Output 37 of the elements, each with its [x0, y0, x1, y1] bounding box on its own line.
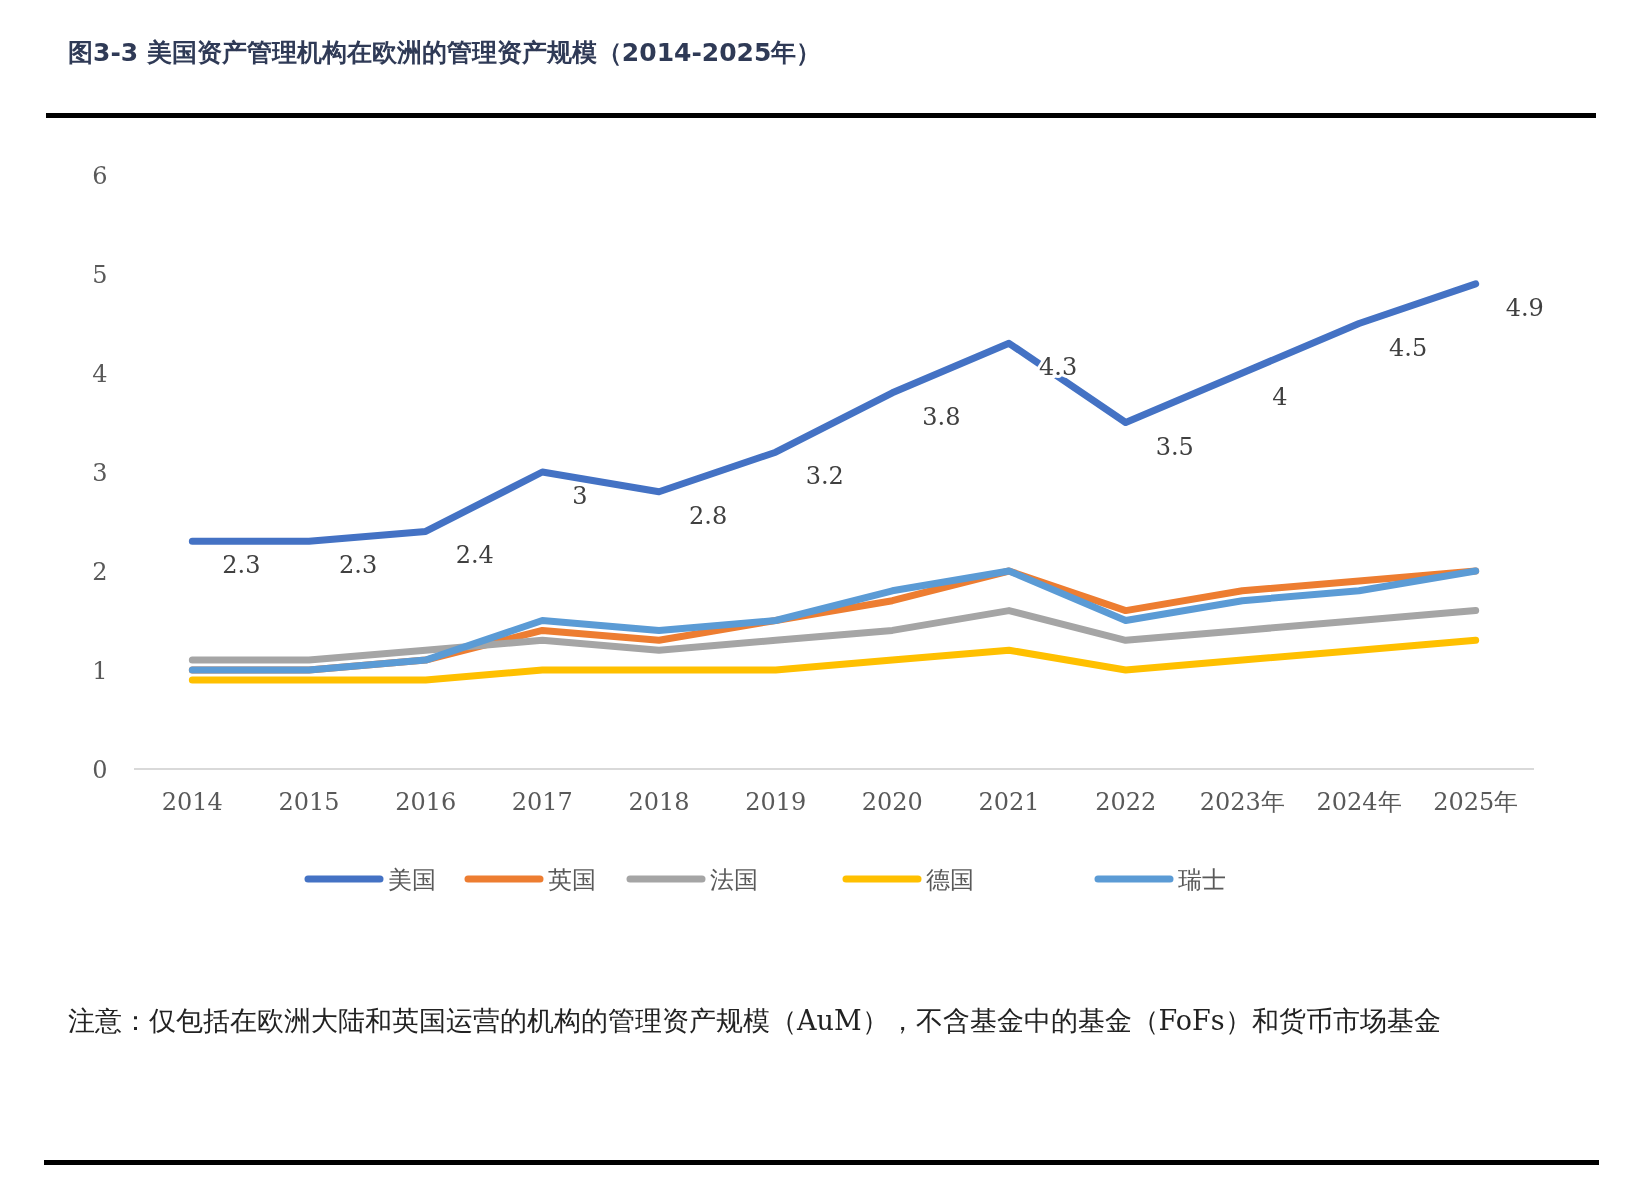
data-label: 3	[572, 482, 588, 510]
data-label: 3.8	[922, 402, 961, 431]
text: 注意：仅包括在欧洲大陆和英国运营的机构的管理资产规模（AuM），不含基金中的基金（FoFs）和货币市场基金	[68, 1005, 1441, 1036]
data-label: 2.8	[689, 501, 728, 530]
x-tick-label: 2021	[978, 788, 1040, 816]
x-tick-label: 2025年	[1433, 788, 1519, 816]
y-tick-label: 4	[92, 360, 108, 388]
chart-title: 图3-3 美国资产管理机构在欧洲的管理资产规模（2014-2025年）	[68, 38, 822, 67]
legend-label: 德国	[926, 866, 974, 894]
x-tick-label: 2016	[395, 788, 457, 816]
data-label: 2.4	[455, 541, 494, 570]
data-label: 2.3	[222, 551, 261, 580]
x-tick-label: 2015	[278, 788, 340, 816]
x-tick-label: 2022	[1095, 788, 1157, 816]
data-label: 2.3	[339, 551, 378, 580]
legend-label: 美国	[388, 866, 436, 894]
y-tick-label: 0	[92, 756, 108, 784]
data-label: 4	[1272, 383, 1288, 411]
x-tick-label: 2023年	[1199, 788, 1285, 816]
y-tick-label: 1	[92, 657, 108, 685]
y-tick-label: 3	[92, 459, 108, 487]
x-tick-label: 2020	[861, 788, 923, 816]
x-tick-label: 2017	[511, 788, 573, 816]
y-tick-label: 2	[92, 558, 108, 586]
x-tick-label: 2014	[161, 788, 223, 816]
legend-label: 英国	[548, 866, 596, 894]
legend-label: 瑞士	[1178, 866, 1226, 894]
x-tick-label: 2024年	[1316, 788, 1402, 816]
x-tick-label: 2018	[628, 788, 690, 816]
y-tick-label: 5	[92, 261, 108, 289]
legend-label: 法国	[710, 866, 758, 894]
data-label: 3.2	[805, 462, 844, 491]
data-label: 3.5	[1155, 432, 1194, 461]
data-label: 4.9	[1505, 293, 1544, 322]
y-tick-label: 6	[92, 162, 108, 190]
data-label: 4.5	[1389, 333, 1428, 362]
x-tick-label: 2019	[745, 788, 807, 816]
